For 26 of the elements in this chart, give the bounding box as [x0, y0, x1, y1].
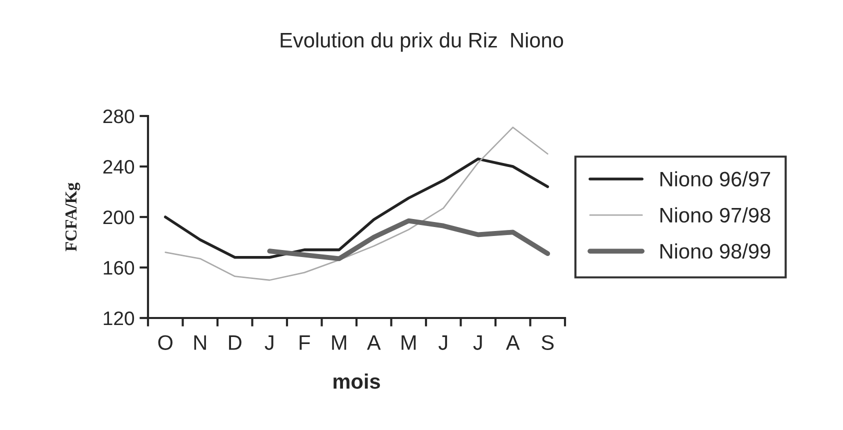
line-series [164, 158, 550, 259]
chart-title: Evolution du prix du Riz Niono [280, 32, 564, 52]
x-tick-label: J [473, 335, 482, 350]
x-axis-title: mois [334, 374, 380, 389]
x-tick-label: F [300, 335, 310, 350]
x-tick-label: A [366, 335, 381, 350]
y-tick-label: 120 [104, 311, 134, 326]
x-tick-label: J [438, 335, 448, 350]
legend-label: Niono 96/97 [660, 171, 770, 187]
y-tick-label: 200 [103, 210, 134, 224]
x-tick-label: S [542, 335, 554, 350]
x-tick-label: N [194, 335, 206, 350]
x-tick-label: A [506, 335, 520, 350]
y-axis-title: FCFA/Kg [65, 182, 80, 252]
line-series [164, 126, 548, 281]
legend-label: Niono 97/98 [660, 207, 770, 223]
line-series [267, 218, 550, 262]
y-tick-label: 160 [104, 260, 134, 275]
legend-label: Niono 98/99 [660, 243, 770, 259]
y-tick-label: 280 [103, 109, 134, 124]
x-tick-label: O [158, 335, 172, 350]
x-tick-label: D [229, 335, 242, 350]
x-tick-label: M [402, 335, 416, 350]
x-tick-label: M [332, 335, 346, 350]
y-tick-label: 240 [103, 160, 134, 174]
x-tick-label: J [264, 335, 274, 350]
